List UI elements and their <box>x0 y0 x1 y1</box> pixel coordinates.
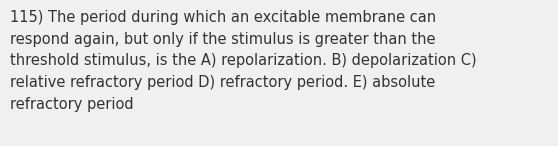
Text: 115) The period during which an excitable membrane can
respond again, but only i: 115) The period during which an excitabl… <box>10 10 477 112</box>
